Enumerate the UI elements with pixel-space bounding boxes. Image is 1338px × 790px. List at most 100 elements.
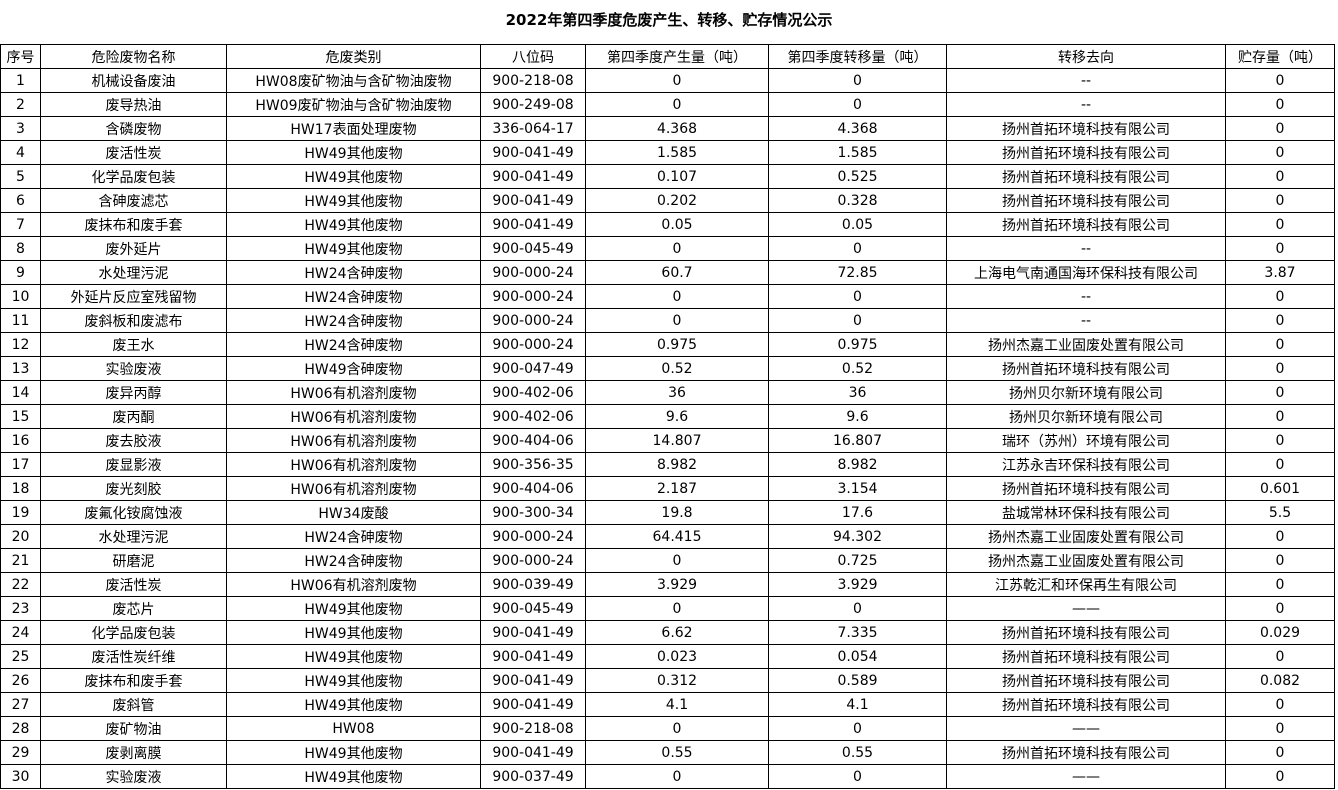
table-cell: 废王水 [40,332,227,357]
table-cell: 0 [768,68,947,93]
table-cell: 6.62 [585,620,769,645]
table-cell: 900-000-24 [480,308,586,333]
table-cell: 30 [0,764,41,789]
table-cell: 扬州首拓环境科技有限公司 [946,668,1226,693]
table-cell: 0.05 [768,212,947,237]
table-cell: 4.368 [585,116,769,141]
table-cell: HW24含砷废物 [226,260,481,285]
table-cell: 扬州首拓环境科技有限公司 [946,356,1226,381]
table-cell: HW49其他废物 [226,140,481,165]
table-cell: 废抹布和废手套 [40,668,227,693]
table-cell: 900-037-49 [480,764,586,789]
table-row: 21 研磨泥 HW24含砷废物 900-000-24 0 0.725 扬州杰嘉工业固废处置有… [0,548,1335,573]
table-cell: 废异丙醇 [40,380,227,405]
table-cell: 27 [0,692,41,717]
table-cell: 废斜板和废滤布 [40,308,227,333]
table-row: 22 废活性炭 HW06有机溶剂废物 900-039-49 3.929 3.929 江苏乾汇… [0,572,1335,597]
table-cell: 0 [1225,692,1335,717]
table-cell: 江苏乾汇和环保再生有限公司 [946,572,1226,597]
table-cell: 扬州贝尔新环境有限公司 [946,404,1226,429]
table-cell: 0 [1225,548,1335,573]
table-cell: -- [946,284,1226,309]
table-cell: 3.929 [585,572,769,597]
table-cell: 900-000-24 [480,260,586,285]
table-cell: 0.52 [768,356,947,381]
table-cell: HW24含砷废物 [226,284,481,309]
table-cell: 1.585 [585,140,769,165]
table-cell: 0 [1225,140,1335,165]
table-cell: 盐城常林环保科技有限公司 [946,500,1226,525]
table-cell: 26 [0,668,41,693]
table-cell: 16 [0,428,41,453]
table-row: 12 废王水 HW24含砷废物 900-000-24 0.975 0.975 扬州杰嘉工业固… [0,332,1335,357]
table-cell: -- [946,236,1226,261]
table-cell: 21 [0,548,41,573]
table-row: 23 废芯片 HW49其他废物 900-045-49 0 0 —— 0 [0,596,1335,621]
table-row: 30 实验废液 HW49其他废物 900-037-49 0 0 —— 0 [0,764,1335,789]
table-cell: 含砷废滤芯 [40,188,227,213]
data-table: 序号 危险废物名称 危废类别 八位码 第四季度产生量（吨） 第四季度转移量（吨） 转移去向贮… [0,44,1335,789]
table-cell: 0 [1225,164,1335,189]
table-cell: 17.6 [768,500,947,525]
table-cell: 0 [585,764,769,789]
table-cell: 废矿物油 [40,716,227,741]
table-cell: 18 [0,476,41,501]
table-cell: 0.202 [585,188,769,213]
table-cell: 0.328 [768,188,947,213]
table-cell: 900-402-06 [480,380,586,405]
table-cell: 17 [0,452,41,477]
table-cell: 0 [1225,404,1335,429]
table-cell: 废抹布和废手套 [40,212,227,237]
table-cell: 13 [0,356,41,381]
table-cell: 900-402-06 [480,404,586,429]
table-row: 29 废剥离膜 HW49其他废物 900-041-49 0.55 0.55 扬州首拓环境科技… [0,740,1335,765]
table-cell: 72.85 [768,260,947,285]
table-cell: 0 [1225,644,1335,669]
table-cell: 11 [0,308,41,333]
table-cell: 0 [1225,572,1335,597]
table-cell: 0 [768,716,947,741]
table-title: 2022年第四季度危废产生、转移、贮存情况公示 [505,11,833,29]
table-cell: 0 [1225,236,1335,261]
table-row: 10 外延片反应室残留物 HW24含砷废物 900-000-24 0 0 -- 0 [0,284,1335,309]
table-cell: 上海电气南通国海环保科技有限公司 [946,260,1226,285]
table-cell: 900-000-24 [480,284,586,309]
table-cell: 900-045-49 [480,596,586,621]
table-row: 11 废斜板和废滤布 HW24含砷废物 900-000-24 0 0 -- 0 [0,308,1335,333]
table-cell: 废芯片 [40,596,227,621]
table-cell: HW49其他废物 [226,236,481,261]
table-cell: 0.107 [585,164,769,189]
table-row: 26 废抹布和废手套 HW49其他废物 900-041-49 0.312 0.589 扬州首… [0,668,1335,693]
table-cell: 4 [0,140,41,165]
table-cell: 0.082 [1225,668,1335,693]
table-cell: 900-218-08 [480,716,586,741]
table-cell: 废活性炭 [40,140,227,165]
table-cell: 1 [0,68,41,93]
table-cell: HW06有机溶剂废物 [226,404,481,429]
table-cell: 0 [768,596,947,621]
table-cell: 0 [585,236,769,261]
table-cell: 废丙酮 [40,404,227,429]
table-cell: 0 [585,92,769,117]
table-cell: 废剥离膜 [40,740,227,765]
table-cell: 900-041-49 [480,212,586,237]
table-cell: 0 [1225,68,1335,93]
table-cell: 扬州首拓环境科技有限公司 [946,116,1226,141]
table-cell: 900-404-06 [480,428,586,453]
table-cell: HW06有机溶剂废物 [226,452,481,477]
table-cell: 15 [0,404,41,429]
table-cell: HW49其他废物 [226,620,481,645]
table-cell: 900-041-49 [480,740,586,765]
table-cell: 3.154 [768,476,947,501]
header-cell: 八位码 [480,44,586,69]
table-cell: 900-000-24 [480,524,586,549]
table-cell: 8 [0,236,41,261]
table-cell: 0.975 [768,332,947,357]
table-cell: 9.6 [768,404,947,429]
table-cell: 60.7 [585,260,769,285]
table-cell: 外延片反应室残留物 [40,284,227,309]
table-cell: 900-356-35 [480,452,586,477]
table-row: 7 废抹布和废手套 HW49其他废物 900-041-49 0.05 0.05 扬州首拓环境… [0,212,1335,237]
table-cell: 0 [768,764,947,789]
table-cell: 9.6 [585,404,769,429]
